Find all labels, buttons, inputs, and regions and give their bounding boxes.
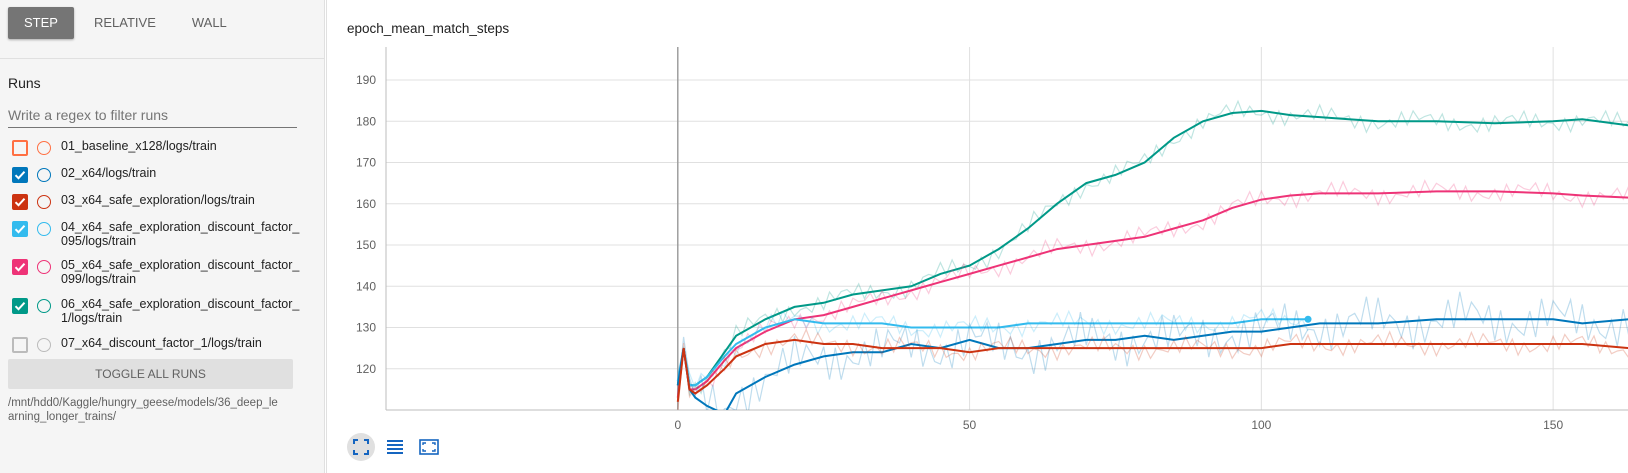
series-raw-line xyxy=(677,179,1628,392)
chart-title: epoch_mean_match_steps xyxy=(347,21,510,36)
run-filter-input[interactable] xyxy=(8,103,297,128)
series-line xyxy=(676,109,1628,387)
run-label: 06_x64_safe_exploration_discount_factor_… xyxy=(61,297,300,325)
run-item-04[interactable]: 04_x64_safe_exploration_discount_factor_… xyxy=(12,220,301,248)
runs-title: Runs xyxy=(8,75,41,91)
y-tick-label: 130 xyxy=(356,321,376,335)
y-tick-label: 150 xyxy=(356,238,376,252)
series-raw-line xyxy=(677,327,1628,410)
data-table-icon[interactable] xyxy=(381,433,409,461)
run-color-radio[interactable] xyxy=(37,195,51,209)
run-item-05[interactable]: 05_x64_safe_exploration_discount_factor_… xyxy=(12,258,301,286)
run-color-radio[interactable] xyxy=(37,141,51,155)
y-tick-label: 190 xyxy=(356,73,376,87)
series-line xyxy=(676,318,1308,387)
run-item-03[interactable]: 03_x64_safe_exploration/logs/train xyxy=(12,193,301,210)
x-tick-label: 0 xyxy=(674,418,681,432)
y-tick-label: 160 xyxy=(356,197,376,211)
series-line xyxy=(676,338,1628,402)
run-label: 07_x64_discount_factor_1/logs/train xyxy=(61,336,262,350)
series-raw-line xyxy=(677,291,1628,410)
run-checkbox[interactable] xyxy=(12,337,28,353)
run-color-radio[interactable] xyxy=(37,168,51,182)
hover-point xyxy=(1304,315,1312,323)
y-tick-label: 180 xyxy=(356,114,376,128)
y-tick-label: 120 xyxy=(356,362,376,376)
run-item-07[interactable]: 07_x64_discount_factor_1/logs/train xyxy=(12,336,301,353)
run-checkbox[interactable] xyxy=(12,221,28,237)
run-checkbox[interactable] xyxy=(12,140,28,156)
run-item-02[interactable]: 02_x64/logs/train xyxy=(12,166,301,183)
series-raw-line xyxy=(677,99,1628,397)
relative-button[interactable]: RELATIVE xyxy=(93,15,156,30)
run-color-radio[interactable] xyxy=(37,260,51,274)
divider xyxy=(0,58,325,59)
log-directory: /mnt/hdd0/Kaggle/hungry_geese/models/36_… xyxy=(8,397,278,423)
series-line xyxy=(676,318,1628,410)
run-label: 02_x64/logs/train xyxy=(61,166,157,180)
scalar-chart-card: epoch_mean_match_steps 120 130 140 150 160 17… xyxy=(326,0,1628,473)
wall-button[interactable]: WALL xyxy=(191,15,227,30)
run-checkbox[interactable] xyxy=(12,259,28,275)
run-checkbox[interactable] xyxy=(12,167,28,183)
chart-toolbar xyxy=(347,433,443,461)
run-color-radio[interactable] xyxy=(37,338,51,352)
run-label: 04_x64_safe_exploration_discount_factor_… xyxy=(61,220,300,248)
run-color-radio[interactable] xyxy=(37,222,51,236)
toggle-all-runs-button[interactable]: TOGGLE ALL RUNS xyxy=(8,359,293,389)
sidebar: STEP RELATIVE WALL Runs 01_baseline_x128… xyxy=(0,0,325,473)
xaxis-type-toggle: STEP RELATIVE WALL xyxy=(8,7,247,39)
step-button[interactable]: STEP xyxy=(8,7,74,39)
y-tick-label: 170 xyxy=(356,156,376,170)
x-tick-label: 50 xyxy=(963,418,977,432)
x-tick-label: 150 xyxy=(1543,418,1563,432)
series-line xyxy=(676,190,1628,398)
run-item-01[interactable]: 01_baseline_x128/logs/train xyxy=(12,139,301,156)
x-tick-label: 100 xyxy=(1251,418,1271,432)
run-label: 01_baseline_x128/logs/train xyxy=(61,139,217,153)
run-label: 03_x64_safe_exploration/logs/train xyxy=(61,193,255,207)
run-checkbox[interactable] xyxy=(12,194,28,210)
fit-domain-icon[interactable] xyxy=(347,433,375,461)
run-color-radio[interactable] xyxy=(37,299,51,313)
run-checkbox[interactable] xyxy=(12,298,28,314)
run-item-06[interactable]: 06_x64_safe_exploration_discount_factor_… xyxy=(12,297,301,325)
line-chart[interactable]: 120 130 140 150 160 170 180 190 0 50 100 150 xyxy=(327,0,1628,473)
y-tick-label: 140 xyxy=(356,279,376,293)
run-label: 05_x64_safe_exploration_discount_factor_… xyxy=(61,258,300,286)
fullscreen-icon[interactable] xyxy=(415,433,443,461)
